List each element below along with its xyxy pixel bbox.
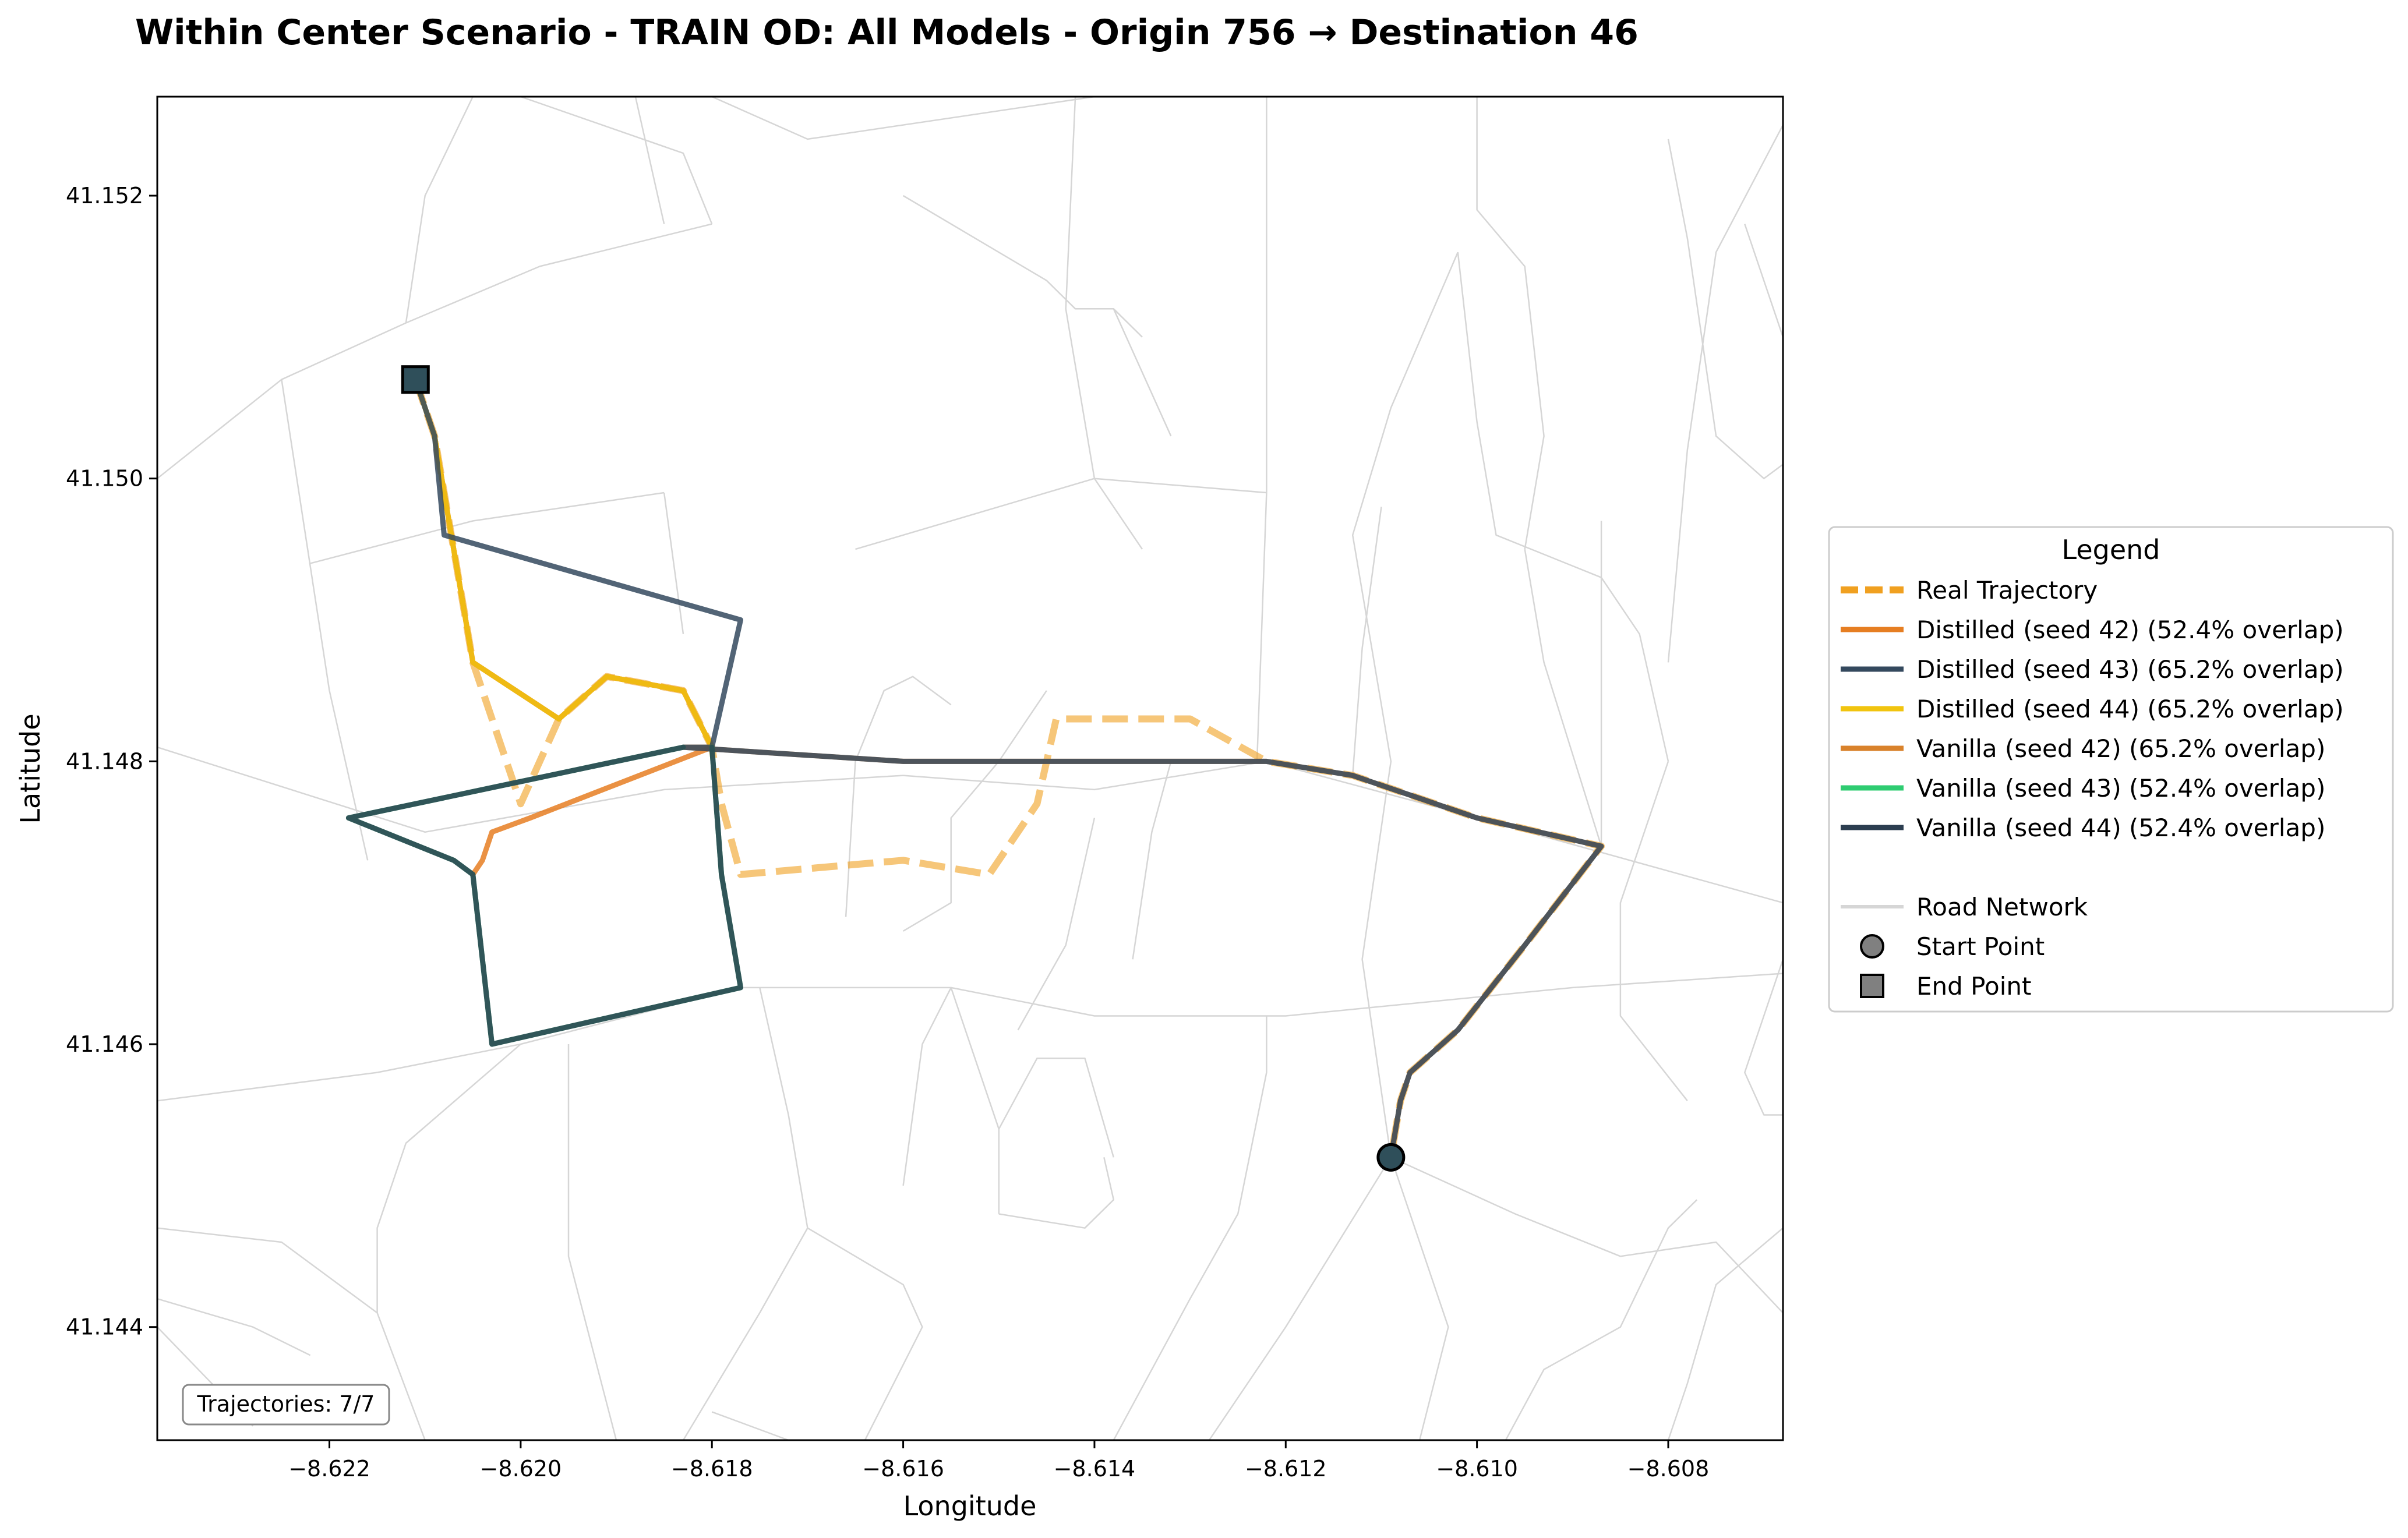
- y-tick-label: 41.146: [66, 1031, 143, 1057]
- road-segment: [902, 195, 1143, 338]
- road-segment: [1113, 1016, 1267, 1440]
- legend: Legend Real Trajectory Distilled (seed 42…: [1828, 526, 2394, 1013]
- start-point-marker: [1376, 1143, 1406, 1172]
- road-segment: [281, 379, 369, 861]
- annotation-box: [182, 1384, 390, 1426]
- road-segment: [1667, 139, 1783, 479]
- road-segment: [405, 97, 474, 323]
- road-segment: [682, 1228, 808, 1440]
- x-axis-label: Longitude: [903, 1490, 1037, 1522]
- legend-entry-label: Distilled (seed 43) (65.2% overlap): [1916, 655, 2344, 684]
- plot-area: [156, 96, 1784, 1441]
- road-segment: [376, 1044, 521, 1313]
- road-segment: [950, 987, 1000, 1130]
- legend-entry-label: Vanilla (seed 43) (52.4% overlap): [1916, 774, 2325, 802]
- x-tick-label: −8.610: [1436, 1456, 1518, 1482]
- legend-entry-label: End Point: [1916, 972, 2031, 1000]
- od-markers: [401, 365, 1406, 1172]
- legend-entry-label: Distilled (seed 42) (52.4% overlap): [1916, 616, 2344, 644]
- road-segment: [1113, 308, 1172, 437]
- road-segment: [1524, 549, 1602, 847]
- x-tick-label: −8.622: [288, 1456, 370, 1482]
- legend-box: [1828, 526, 2394, 1013]
- road-segment: [807, 1227, 923, 1440]
- legend-entry-label: Start Point: [1916, 932, 2045, 961]
- road-network: [157, 97, 1783, 1440]
- legend-handle: [1860, 934, 1884, 959]
- x-tick-label: −8.620: [480, 1456, 562, 1482]
- y-axis-label: Latitude: [15, 713, 46, 823]
- road-segment: [157, 1298, 311, 1356]
- x-tick-label: −8.614: [1054, 1456, 1136, 1482]
- road-segment: [902, 690, 1047, 932]
- y-tick-label: 41.144: [66, 1314, 143, 1340]
- x-tick-label: −8.612: [1245, 1456, 1327, 1482]
- road-segment: [1256, 97, 1267, 762]
- road-segment: [1208, 1157, 1392, 1440]
- road-segment: [663, 492, 684, 634]
- trajectories: [345, 377, 1605, 1160]
- road-segment: [567, 1044, 617, 1440]
- y-axis: 41.144 41.146 41.148 41.150 41.152: [66, 183, 157, 1340]
- road-segment: [1351, 252, 1459, 1158]
- road-segment: [1744, 959, 1783, 1116]
- road-segment: [1065, 97, 1143, 550]
- road-segment: [1505, 1199, 1698, 1440]
- legend-entry-label: Vanilla (seed 42) (65.2% overlap): [1916, 734, 2325, 763]
- legend-entry-label: Vanilla (seed 44) (52.4% overlap): [1916, 814, 2325, 842]
- road-segment: [157, 1227, 426, 1440]
- x-axis: −8.622 −8.620 −8.618 −8.616 −8.614 −8.612 −8.6…: [288, 1440, 1709, 1482]
- legend-title: Legend: [2062, 534, 2160, 565]
- road-segment: [1744, 224, 1783, 338]
- road-segment: [1390, 1157, 1449, 1440]
- road-segment: [634, 97, 665, 224]
- road-segment: [711, 1411, 999, 1440]
- legend-entry-label: Real Trajectory: [1916, 576, 2098, 604]
- road-segment: [520, 97, 713, 225]
- road-segment: [855, 478, 1267, 550]
- trajectory-count-annotation: Trajectories: 7/7: [182, 1384, 390, 1426]
- plot-background: [157, 97, 1783, 1440]
- x-tick-label: −8.616: [862, 1456, 944, 1482]
- chart-title: Within Center Scenario - TRAIN OD: All M…: [135, 12, 1639, 53]
- road-segment: [711, 97, 1095, 140]
- road-segment: [998, 1058, 1115, 1214]
- y-tick-label: 41.150: [66, 466, 143, 492]
- end-point-marker: [401, 365, 430, 394]
- y-tick-label: 41.148: [66, 748, 143, 774]
- road-segment: [1351, 507, 1382, 776]
- road-segment: [1476, 97, 1545, 550]
- plot-frame: [156, 96, 1784, 1441]
- legend-entry-label: Road Network: [1916, 893, 2088, 921]
- road-segment: [1667, 1227, 1783, 1440]
- road-segment: [998, 1157, 1115, 1229]
- road-segment: [1017, 818, 1096, 1031]
- x-tick-label: −8.618: [671, 1456, 753, 1482]
- legend-handle: [1860, 974, 1884, 998]
- trajectory-line-6: [345, 744, 743, 1047]
- road-segment: [310, 492, 665, 564]
- legend-entry-label: Distilled (seed 44) (65.2% overlap): [1916, 695, 2344, 723]
- road-segment: [759, 987, 808, 1228]
- x-tick-label: −8.608: [1627, 1456, 1710, 1482]
- road-segment: [902, 987, 952, 1186]
- road-segment: [1132, 761, 1172, 960]
- road-segment: [1619, 761, 1688, 1101]
- y-tick-label: 41.152: [66, 183, 143, 208]
- annotation-text: Trajectories: 7/7: [197, 1391, 375, 1417]
- road-segment: [1667, 125, 1783, 663]
- road-segment: [1457, 252, 1669, 762]
- legend-entries: Real Trajectory Distilled (seed 42) (52.4…: [1841, 576, 2344, 1000]
- road-segment: [845, 676, 952, 917]
- trajectory-line-4: [412, 377, 1604, 1160]
